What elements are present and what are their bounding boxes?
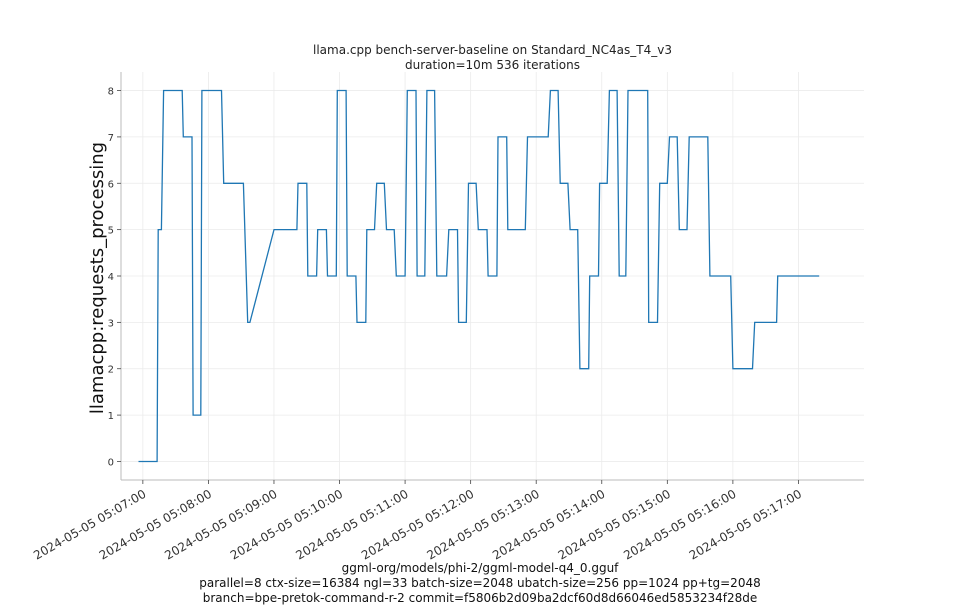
- x-tick-label: 2024-05-05 05:13:00: [425, 487, 542, 563]
- x-tick-label: 2024-05-05 05:11:00: [293, 487, 410, 563]
- chart-subtitle: duration=10m 536 iterations: [405, 58, 580, 72]
- y-tick-label: 8: [108, 87, 114, 98]
- x-tick-label: 2024-05-05 05:07:00: [31, 487, 148, 563]
- y-tick-label: 4: [108, 272, 114, 283]
- y-tick-label: 7: [108, 133, 114, 144]
- y-tick-label: 1: [108, 411, 114, 422]
- footer-model: ggml-org/models/phi-2/ggml-model-q4_0.gg…: [341, 561, 619, 575]
- x-tick-label: 2024-05-05 05:14:00: [490, 487, 607, 563]
- y-tick-label: 2: [108, 365, 114, 376]
- y-tick-label: 3: [108, 318, 114, 329]
- x-tick-label: 2024-05-05 05:10:00: [228, 487, 345, 563]
- y-tick-label: 5: [108, 226, 114, 237]
- y-tick-label: 6: [108, 179, 114, 190]
- series-group: [138, 89, 820, 463]
- chart-title: llama.cpp bench-server-baseline on Stand…: [313, 43, 672, 57]
- y-tick-label: 0: [108, 457, 114, 468]
- x-tick-label: 2024-05-05 05:08:00: [97, 487, 214, 563]
- x-tick-label: 2024-05-05 05:17:00: [687, 487, 804, 563]
- footer-params: parallel=8 ctx-size=16384 ngl=33 batch-s…: [199, 576, 761, 590]
- x-tick-label: 2024-05-05 05:12:00: [359, 487, 476, 563]
- series-line-0: [138, 89, 820, 463]
- y-axis-label: llamacpp:requests_processing: [87, 142, 108, 414]
- x-tick-label: 2024-05-05 05:09:00: [162, 487, 279, 563]
- x-tick-label: 2024-05-05 05:15:00: [556, 487, 673, 563]
- y-axis-ticks: 0 1 2 3 4 5 6 7 8: [108, 87, 121, 468]
- x-tick-label: 2024-05-05 05:16:00: [621, 487, 738, 563]
- footer-branch: branch=bpe-pretok-command-r-2 commit=f58…: [202, 591, 758, 605]
